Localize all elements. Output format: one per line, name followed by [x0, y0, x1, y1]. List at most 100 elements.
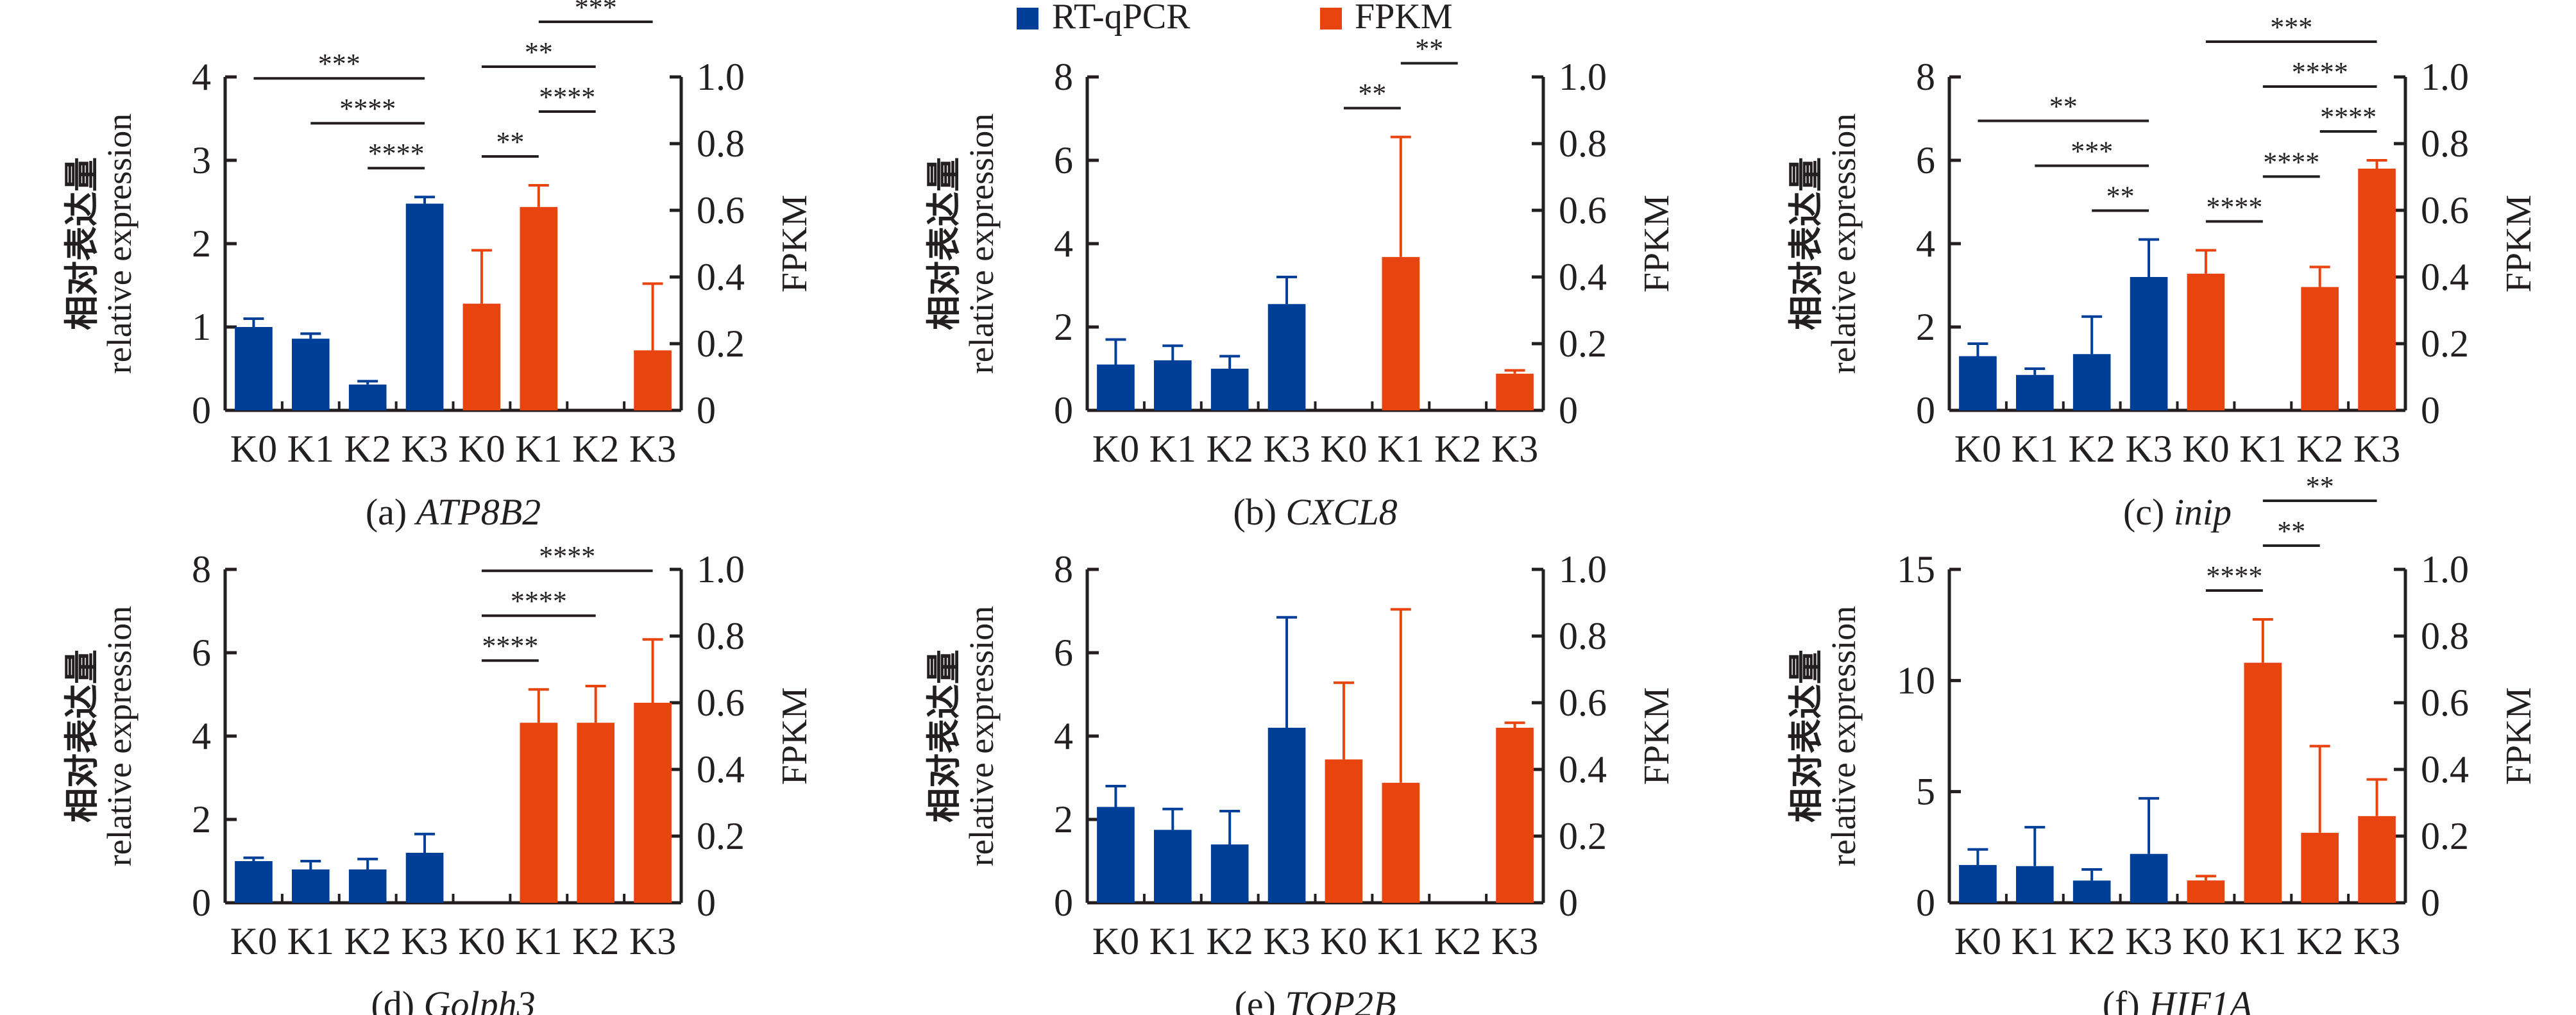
significance-label: ****: [368, 138, 425, 169]
x-tick-label: K2: [572, 920, 619, 962]
x-tick-label: K0: [2182, 428, 2229, 470]
x-tick-label: K3: [1491, 428, 1538, 470]
left-tick-label: 5: [1916, 771, 1935, 813]
left-tick-label: 2: [1916, 306, 1935, 348]
bar-rt-qpcr-k2: [348, 384, 387, 410]
bar-fpkm-k2: [2301, 287, 2339, 410]
right-tick-label: 0.8: [697, 615, 745, 657]
right-tick-label: 0.8: [697, 122, 745, 165]
y-axis-title-en: relative expression: [1824, 606, 1863, 866]
significance-label: ****: [2263, 146, 2319, 178]
x-tick-label: K2: [344, 428, 391, 470]
x-tick-label: K2: [1434, 428, 1481, 470]
bar-rt-qpcr-k1: [1153, 360, 1192, 410]
bar-fpkm-k1: [2244, 662, 2282, 903]
x-tick-label: K0: [458, 428, 505, 470]
left-tick-label: 10: [1897, 659, 1935, 701]
caption-prefix: (c): [2123, 491, 2174, 533]
panel-caption: (b) CXCL8: [1233, 491, 1397, 533]
left-tick-label: 3: [192, 139, 211, 181]
bar-fpkm-k1: [520, 723, 558, 903]
x-tick-label: K1: [1149, 920, 1196, 962]
bar-rt-qpcr-k2: [348, 869, 387, 903]
bar-fpkm-k3: [2358, 169, 2396, 410]
left-tick-label: 0: [192, 882, 211, 924]
x-tick-label: K3: [401, 920, 448, 962]
left-tick-label: 6: [1054, 139, 1073, 181]
right-tick-label: 1.0: [1559, 56, 1607, 98]
left-tick-label: 0: [1054, 882, 1073, 924]
x-tick-label: K1: [2239, 428, 2286, 470]
bar-rt-qpcr-k0: [1959, 865, 1997, 903]
bar-rt-qpcr-k2: [1210, 369, 1249, 410]
y-axis-title-cn: 相对表达量: [1786, 650, 1826, 823]
bar-fpkm-k3: [2358, 816, 2396, 903]
x-tick-label: K1: [2239, 920, 2286, 962]
right-tick-label: 0: [697, 389, 716, 432]
y2-axis-title: FPKM: [1637, 195, 1677, 293]
right-tick-label: 0.6: [2421, 682, 2469, 724]
caption-prefix: (b): [1233, 491, 1285, 533]
caption-gene: inip: [2174, 491, 2232, 533]
x-tick-label: K3: [1491, 920, 1538, 962]
significance-label: **: [2306, 471, 2334, 502]
left-tick-label: 4: [192, 56, 211, 98]
right-tick-label: 0.6: [2421, 189, 2469, 231]
bar-fpkm-k0: [2187, 880, 2225, 903]
left-tick-label: 6: [192, 632, 211, 674]
right-tick-label: 0.2: [697, 323, 745, 365]
x-tick-label: K2: [1207, 428, 1253, 470]
x-tick-label: K3: [629, 920, 676, 962]
bar-fpkm-k2: [2301, 832, 2339, 903]
caption-prefix: (d): [371, 984, 423, 1015]
left-tick-label: 0: [192, 389, 211, 432]
left-tick-label: 4: [192, 715, 211, 757]
x-tick-label: K3: [629, 428, 676, 470]
x-tick-label: K0: [1954, 428, 2001, 470]
bar-rt-qpcr-k0: [235, 327, 273, 410]
significance-label: ***: [2071, 136, 2113, 167]
x-tick-label: K2: [1434, 920, 1481, 962]
x-tick-label: K1: [287, 920, 334, 962]
caption-prefix: (a): [366, 491, 416, 533]
x-tick-label: K1: [1377, 428, 1424, 470]
bar-fpkm-k3: [1496, 373, 1534, 410]
x-tick-label: K1: [2012, 428, 2058, 470]
right-tick-label: 0.4: [1559, 748, 1607, 791]
legend-label-fpkm: FPKM: [1355, 0, 1453, 37]
significance-label: **: [1358, 78, 1386, 110]
bar-rt-qpcr-k1: [1153, 830, 1192, 903]
significance-label: ****: [339, 93, 396, 124]
y2-axis-title: FPKM: [2499, 687, 2539, 785]
y2-axis-title: FPKM: [2499, 195, 2539, 293]
right-tick-label: 0.8: [1559, 615, 1607, 657]
left-tick-label: 8: [192, 548, 211, 591]
x-tick-label: K2: [2069, 428, 2115, 470]
left-tick-label: 2: [1054, 306, 1073, 348]
significance-label: ****: [539, 541, 595, 572]
right-tick-label: 0.2: [1559, 323, 1607, 365]
right-tick-label: 1.0: [2421, 548, 2469, 591]
significance-label: ****: [511, 585, 567, 617]
bar-fpkm-k2: [577, 723, 615, 903]
x-tick-label: K3: [1263, 428, 1310, 470]
bar-rt-qpcr-k3: [405, 203, 444, 410]
right-tick-label: 0: [2421, 882, 2440, 924]
right-tick-label: 1.0: [1559, 548, 1607, 591]
significance-label: ****: [2206, 191, 2262, 222]
bar-rt-qpcr-k3: [405, 853, 444, 903]
right-tick-label: 0.6: [697, 189, 745, 231]
bar-rt-qpcr-k1: [291, 339, 330, 410]
bar-rt-qpcr-k3: [2130, 853, 2168, 903]
left-tick-label: 8: [1054, 56, 1073, 98]
caption-gene: HIF1A: [2148, 984, 2253, 1015]
right-tick-label: 0.6: [697, 682, 745, 724]
y2-axis-title: FPKM: [775, 687, 815, 785]
y2-axis-title: FPKM: [1637, 687, 1677, 785]
bar-rt-qpcr-k0: [1959, 356, 1997, 410]
right-tick-label: 0.8: [2421, 122, 2469, 165]
x-tick-label: K1: [1377, 920, 1424, 962]
